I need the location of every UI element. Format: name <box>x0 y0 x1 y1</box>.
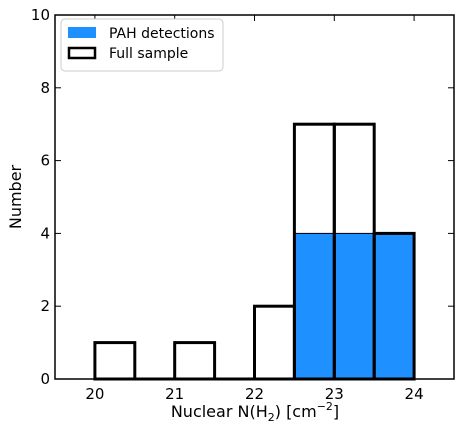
legend-swatch-pah-detections <box>68 27 96 38</box>
pah-bar-2 <box>373 232 415 380</box>
legend-label-full-sample: Full sample <box>109 46 188 62</box>
x-axis-label: Nuclear N(H2) [cm−2] <box>171 400 339 424</box>
y-axis-label: Number <box>6 164 25 229</box>
full-sample-bar-0 <box>93 341 137 381</box>
full-sample-bar-4 <box>253 304 296 381</box>
x-axis-label-end: ] <box>333 402 339 421</box>
full-sample-bar-2 <box>173 341 217 381</box>
x-tick-label-0: 20 <box>85 385 104 403</box>
x-tick-label-2: 22 <box>245 385 264 403</box>
legend-box <box>60 18 224 72</box>
legend-label-pah-detections: PAH detections <box>109 26 215 42</box>
x-tick-label-4: 24 <box>405 385 424 403</box>
legend-swatch-full-sample <box>67 46 97 60</box>
y-tick-label-5: 10 <box>31 6 50 24</box>
x-axis-label-superscript: −2 <box>317 400 333 413</box>
x-tick-label-1: 21 <box>165 385 184 403</box>
y-tick-label-2: 4 <box>40 224 50 242</box>
x-axis-label-unit: ) [cm <box>275 402 317 421</box>
pah-bars-group <box>293 232 415 380</box>
y-tick-label-1: 2 <box>40 297 50 315</box>
pah-bar-0 <box>293 232 335 380</box>
legend: PAH detections Full sample <box>60 18 224 72</box>
y-tick-label-0: 0 <box>40 370 50 388</box>
y-tick-label-4: 8 <box>40 79 50 97</box>
x-tick-label-3: 23 <box>325 385 344 403</box>
plot-frame <box>54 14 455 380</box>
x-axis-label-main: Nuclear N(H <box>171 402 268 421</box>
x-axis-label-subscript: 2 <box>268 411 275 424</box>
y-tick-label-3: 6 <box>40 152 50 170</box>
pah-bar-1 <box>333 232 375 380</box>
